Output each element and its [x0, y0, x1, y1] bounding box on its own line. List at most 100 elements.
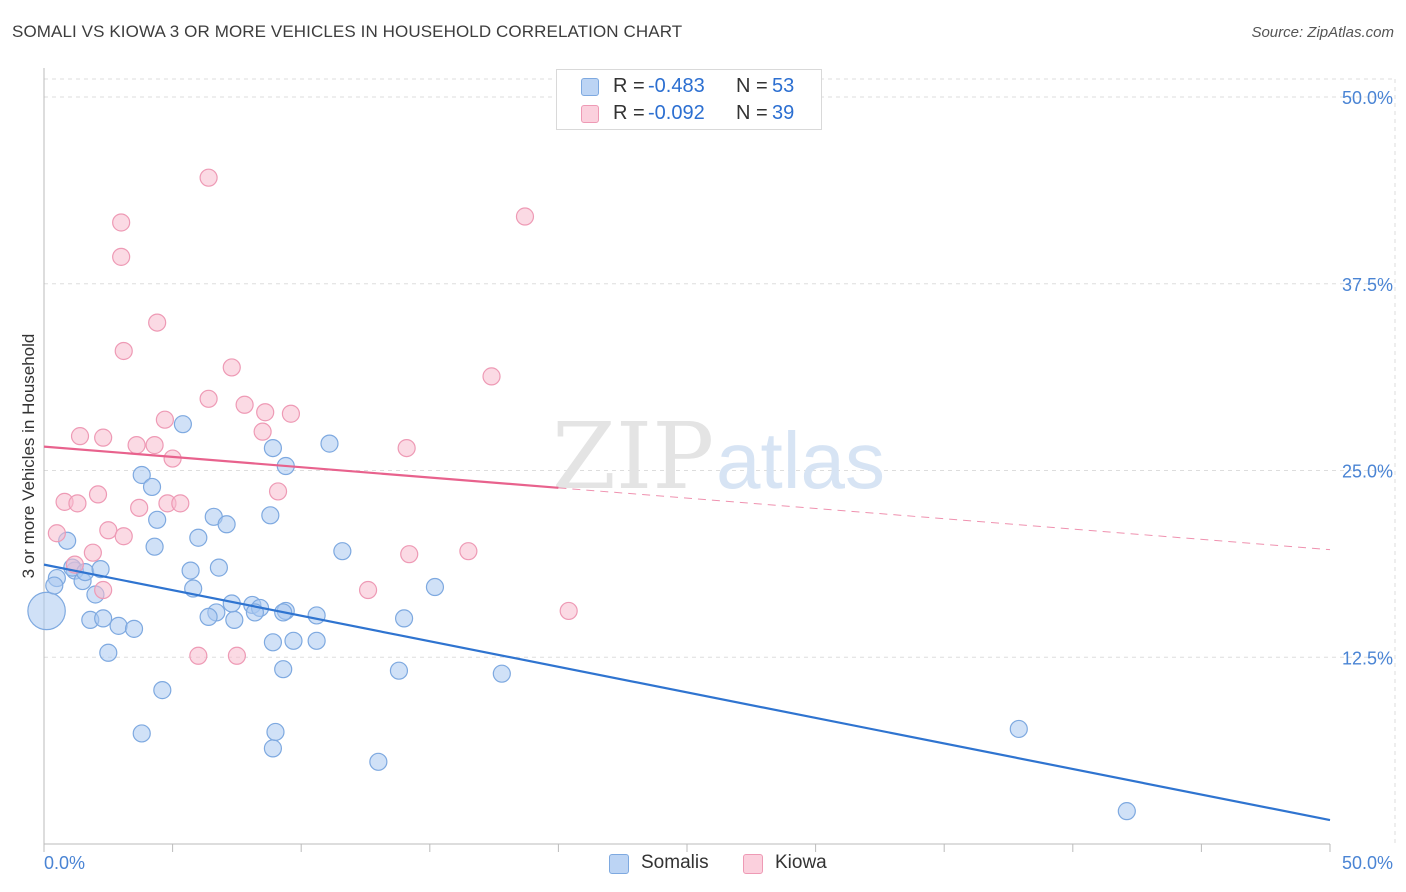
legend-r-value: -0.092: [648, 102, 705, 124]
watermark-zip: ZIP: [552, 403, 714, 510]
kiowa-point: [114, 341, 133, 361]
somali-point: [153, 681, 172, 700]
somali-point: [189, 528, 208, 547]
somali-point: [124, 619, 144, 638]
kiowa-point: [163, 449, 182, 468]
somali-point: [132, 724, 151, 743]
kiowa-point: [199, 389, 218, 408]
kiowa-point: [83, 543, 102, 562]
series-somalis-points: [27, 415, 1136, 821]
series-kiowa-points: [47, 168, 578, 665]
kiowa-point: [358, 580, 378, 600]
kiowa-point: [199, 168, 218, 187]
somali-point: [492, 664, 511, 683]
kiowa-point: [155, 410, 174, 429]
somali-point: [261, 506, 280, 525]
legend-r-value: -0.483: [648, 75, 705, 97]
correlation-legend: R = -0.483 N = 53 R = -0.092 N = 39: [556, 69, 822, 130]
legend-row-somalis: R = -0.483 N = 53: [557, 75, 821, 101]
kiowa-trend-line: [43, 445, 559, 489]
somali-point: [307, 606, 326, 625]
somali-trend-line: [43, 563, 1331, 822]
legend-n-label: N =: [736, 102, 768, 124]
somali-point: [209, 558, 228, 577]
kiowa-point: [47, 524, 66, 543]
somali-point: [1117, 802, 1136, 821]
y-tick-label: 25.0%: [1342, 462, 1393, 482]
kiowa-point: [397, 438, 416, 458]
somali-point: [181, 561, 200, 580]
x-tick-label: 0.0%: [44, 853, 85, 873]
somali-point: [27, 591, 66, 631]
kiowa-point: [235, 395, 254, 414]
somali-point: [274, 660, 293, 679]
somali-point: [425, 577, 445, 597]
legend-r-label: R =: [613, 102, 645, 124]
somali-point: [94, 609, 113, 628]
kiowa-point: [99, 521, 118, 540]
series-legend: Somalis Kiowa: [0, 852, 1406, 878]
y-tick-label: 50.0%: [1342, 88, 1393, 108]
y-tick-label: 37.5%: [1342, 275, 1393, 295]
y-tick-label: 12.5%: [1342, 648, 1393, 668]
somali-point: [148, 510, 167, 529]
somali-point: [217, 515, 236, 534]
kiowa-point: [70, 427, 90, 446]
kiowa-point: [171, 494, 190, 513]
somali-point: [145, 537, 164, 556]
somali-point: [132, 465, 151, 485]
kiowa-point: [148, 313, 167, 332]
y-axis-label: 3 or more Vehicles in Household: [19, 333, 38, 579]
legend-swatch-somalis: [581, 78, 599, 96]
kiowa-point: [68, 494, 87, 513]
legend-swatch-kiowa: [743, 854, 763, 874]
somali-point: [225, 610, 244, 630]
somali-point: [333, 542, 352, 561]
somali-point: [91, 560, 110, 579]
somali-point: [394, 609, 414, 628]
legend-n-label: N =: [736, 75, 768, 97]
somali-point: [263, 633, 283, 652]
kiowa-point: [459, 542, 478, 561]
legend-swatch-kiowa: [581, 105, 599, 123]
kiowa-point: [88, 485, 108, 504]
legend-row-kiowa: R = -0.092 N = 39: [557, 102, 821, 128]
kiowa-point: [145, 436, 164, 455]
kiowa-point: [112, 213, 131, 232]
kiowa-point: [559, 601, 578, 621]
somali-point: [284, 631, 303, 650]
kiowa-point: [94, 428, 113, 447]
somali-point: [99, 643, 118, 662]
trend-lines: [43, 445, 1331, 822]
kiowa-point: [482, 367, 501, 386]
legend-label-somalis: Somalis: [641, 852, 709, 873]
somali-point: [263, 739, 283, 758]
legend-n-value: 39: [772, 102, 795, 124]
tick-labels: 12.5% 25.0% 37.5% 50.0% 0.0% 50.0%: [44, 88, 1393, 873]
kiowa-point: [112, 247, 131, 266]
somali-point: [320, 434, 339, 453]
kiowa-point: [268, 482, 288, 501]
kiowa-point: [127, 436, 146, 455]
kiowa-point: [400, 545, 419, 564]
kiowa-point: [227, 646, 246, 665]
kiowa-point: [253, 422, 272, 441]
somali-point: [45, 576, 64, 595]
kiowa-point: [281, 404, 301, 423]
legend-n-value: 53: [772, 75, 795, 97]
watermark: ZIP atlas: [552, 403, 885, 510]
somali-point: [369, 752, 388, 771]
somali-point: [199, 607, 218, 627]
somali-point: [307, 631, 326, 650]
axes: [43, 68, 1331, 852]
somali-point: [1009, 719, 1028, 739]
somali-point: [109, 616, 128, 635]
kiowa-point: [256, 403, 275, 422]
legend-swatch-somalis: [609, 854, 629, 874]
watermark-atlas: atlas: [716, 416, 885, 505]
kiowa-point: [222, 358, 241, 377]
kiowa-point: [515, 207, 535, 226]
kiowa-point: [114, 527, 133, 546]
somali-point: [389, 661, 409, 680]
